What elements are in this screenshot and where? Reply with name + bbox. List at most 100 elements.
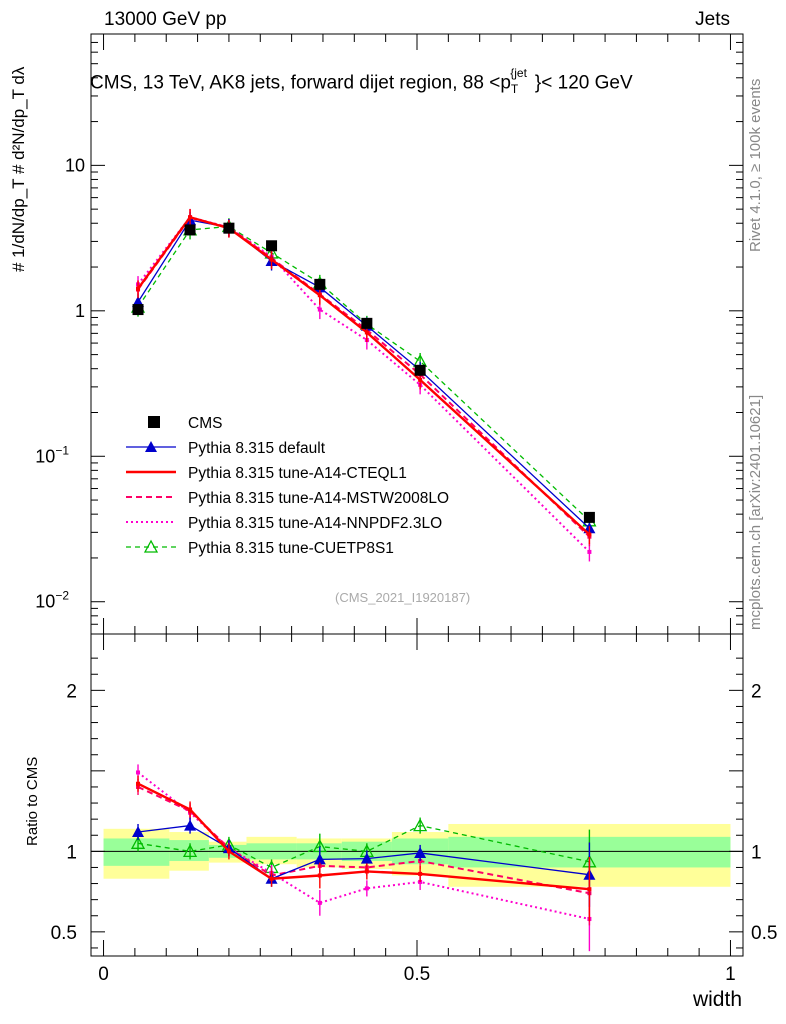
analysis-watermark: (CMS_2021_I1920187) xyxy=(335,590,471,605)
legend-marker-cuetp8s1 xyxy=(143,539,159,553)
legend-label-cuetp8s1: Pythia 8.315 tune-CUETP8S1 xyxy=(188,540,394,557)
main-panel-series xyxy=(130,208,597,562)
main-ytick-label-3: 10 xyxy=(65,155,85,175)
ratio-ytick-label-right-1: 1 xyxy=(751,842,762,863)
ratio-series-default xyxy=(132,817,596,907)
point-cteql1-6 xyxy=(418,377,423,382)
ratio-panel-series xyxy=(130,764,597,952)
ratio-point-nnpdf-5 xyxy=(364,886,369,891)
line-mstw xyxy=(137,216,591,538)
ratio-line-cuetp8s1 xyxy=(137,824,590,869)
title-superscript: {jet xyxy=(510,66,527,80)
ratio-point-cteql1-5 xyxy=(364,869,369,874)
ratio-point-cteql1-1 xyxy=(188,807,193,812)
rivet-label: Rivet 4.1.0, ≥ 100k events xyxy=(747,78,764,252)
legend-label-mstw: Pythia 8.315 tune-A14-MSTW2008LO xyxy=(188,490,449,507)
title-end: }< 120 GeV xyxy=(534,72,633,94)
legend-label-nnpdf: Pythia 8.315 tune-A14-NNPDF2.3LO xyxy=(188,515,442,532)
legend-entry-default: Pythia 8.315 default xyxy=(126,440,326,457)
point-cms-6 xyxy=(414,364,426,376)
energy-label: 13000 GeV pp xyxy=(104,9,227,30)
point-cms-5 xyxy=(361,317,373,329)
ratio-point-cuetp8s1-6 xyxy=(413,818,428,832)
legend-marker-cms xyxy=(148,416,160,428)
legend-entry-cms: CMS xyxy=(148,415,222,432)
point-cteql1-7 xyxy=(587,532,592,537)
series-cuetp8s1 xyxy=(130,218,597,531)
legend: CMS Pythia 8.315 default Pythia 8.315 tune… xyxy=(126,415,449,557)
point-cms-7 xyxy=(583,511,595,523)
ratio-point-nnpdf-4 xyxy=(317,900,322,905)
line-default xyxy=(137,219,590,529)
ratio-line-cteql1 xyxy=(137,782,590,891)
point-cteql1-4 xyxy=(317,293,322,298)
point-nnpdf-7 xyxy=(587,549,592,554)
ratio-ytick-label-right-2: 2 xyxy=(751,681,762,702)
main-ytick-label-2: 1 xyxy=(75,301,85,321)
ratio-point-default-6 xyxy=(414,846,427,858)
series-nnpdf xyxy=(136,208,592,562)
line-cteql1 xyxy=(137,215,591,536)
band-inner-0 xyxy=(103,838,170,866)
main-ytick-label-1: 10−1 xyxy=(35,443,69,466)
point-nnpdf-4 xyxy=(317,307,322,312)
y-label-text: # 1/dN/dp_T # d²N/dp_T dλ xyxy=(9,66,28,272)
y-axis-label-ratio: Ratio to CMS xyxy=(24,756,41,846)
ratio-ytick-label-right-0: 0.5 xyxy=(751,923,777,944)
ratio-point-default-1 xyxy=(184,819,197,831)
series-default xyxy=(132,211,596,538)
plot-title: CMS, 13 TeV, AK8 jets, forward dijet reg… xyxy=(90,66,633,97)
legend-entry-cuetp8s1: Pythia 8.315 tune-CUETP8S1 xyxy=(126,539,394,557)
title-main: CMS, 13 TeV, AK8 jets, forward dijet reg… xyxy=(90,72,511,94)
xtick-label-2: 1 xyxy=(725,964,736,985)
legend-entry-cteql1: Pythia 8.315 tune-A14-CTEQL1 xyxy=(126,465,407,482)
point-cms-3 xyxy=(266,240,278,252)
point-cteql1-0 xyxy=(136,286,141,291)
ratio-point-cteql1-3 xyxy=(269,876,274,881)
point-cteql1-1 xyxy=(188,215,193,220)
series-cms xyxy=(132,222,595,523)
point-cms-2 xyxy=(223,222,235,234)
ratio-point-cteql1-2 xyxy=(226,849,231,854)
point-cteql1-3 xyxy=(269,257,274,262)
ratio-point-default-0 xyxy=(132,826,145,838)
ratio-point-default-4 xyxy=(313,853,326,865)
legend-entry-mstw: Pythia 8.315 tune-A14-MSTW2008LO xyxy=(126,490,449,507)
xtick-label-1: 0.5 xyxy=(404,964,430,985)
ratio-point-cteql1-7 xyxy=(587,887,592,892)
ratio-point-cuetp8s1-0 xyxy=(130,835,146,849)
axes: 10−2 10−1 1 10 0.5 0.5 1 1 2 2 0 0.5 1 xyxy=(35,33,777,985)
point-cms-4 xyxy=(314,278,326,290)
ratio-point-default-5 xyxy=(360,852,373,864)
ratio-point-nnpdf-0 xyxy=(136,770,141,775)
category-label: Jets xyxy=(695,9,730,30)
legend-label-cms: CMS xyxy=(188,415,222,432)
ratio-line-nnpdf xyxy=(137,771,590,920)
ratio-line-mstw xyxy=(137,786,590,895)
legend-label-cteql1: Pythia 8.315 tune-A14-CTEQL1 xyxy=(188,465,407,482)
ratio-panel-frame xyxy=(90,633,744,957)
point-cms-0 xyxy=(132,304,144,316)
ratio-point-cuetp8s1-1 xyxy=(182,843,198,857)
ratio-ytick-label-left-2: 2 xyxy=(66,681,77,702)
y-axis-label-main: # 1/dN/dp_T # d²N/dp_T dλ xyxy=(8,32,29,272)
ratio-ytick-label-left-1: 1 xyxy=(66,842,77,863)
xtick-label-0: 0 xyxy=(98,964,109,985)
ratio-point-cteql1-4 xyxy=(317,873,322,878)
legend-label-default: Pythia 8.315 default xyxy=(188,440,326,457)
line-cuetp8s1 xyxy=(137,225,590,522)
legend-entry-nnpdf: Pythia 8.315 tune-A14-NNPDF2.3LO xyxy=(126,515,442,532)
ratio-line-default xyxy=(137,824,590,880)
mcplots-label: mcplots.cern.ch [arXiv:2401.10621] xyxy=(747,394,764,630)
ratio-point-cteql1-0 xyxy=(136,781,141,786)
title-subscript: T xyxy=(510,82,519,97)
main-ytick-label-0: 10−2 xyxy=(35,589,69,612)
legend-marker-default xyxy=(145,441,157,452)
point-cteql1-5 xyxy=(364,330,369,335)
x-axis-label: width xyxy=(692,988,742,1011)
ratio-series-cteql1 xyxy=(136,775,592,922)
ratio-ytick-label-left-0: 0.5 xyxy=(51,923,77,944)
point-cms-1 xyxy=(184,224,196,236)
band-inner-1 xyxy=(169,840,209,862)
